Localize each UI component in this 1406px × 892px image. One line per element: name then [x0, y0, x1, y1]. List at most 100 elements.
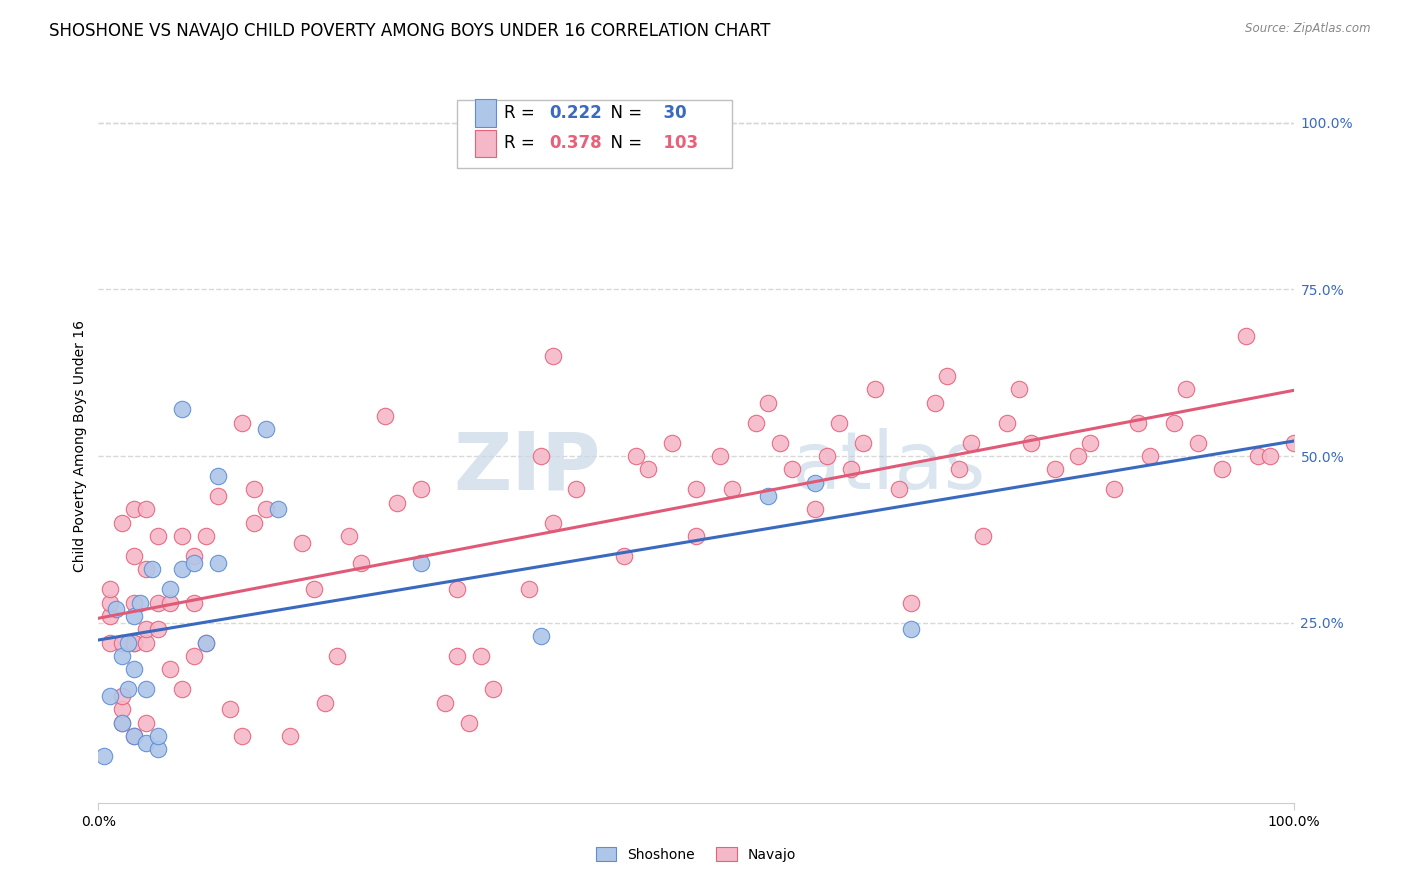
Point — [135, 502, 157, 516]
Point — [207, 556, 229, 570]
Point — [661, 435, 683, 450]
Point — [517, 582, 540, 597]
Point — [111, 649, 134, 664]
Point — [768, 435, 790, 450]
Point — [1234, 329, 1257, 343]
Point — [530, 629, 553, 643]
Text: R =: R = — [503, 135, 540, 153]
Point — [685, 483, 707, 497]
FancyBboxPatch shape — [457, 100, 733, 168]
Point — [815, 449, 838, 463]
Point — [172, 682, 194, 697]
Point — [804, 475, 827, 490]
Point — [148, 596, 170, 610]
Point — [470, 649, 492, 664]
Point — [267, 502, 290, 516]
Point — [828, 416, 851, 430]
Point — [1211, 462, 1233, 476]
Point — [124, 729, 146, 743]
Point — [243, 483, 266, 497]
Point — [207, 489, 229, 503]
Point — [1043, 462, 1066, 476]
Point — [960, 435, 983, 450]
Point — [900, 596, 922, 610]
Point — [98, 636, 122, 650]
Point — [111, 715, 134, 730]
Point — [1163, 416, 1185, 430]
Point — [172, 562, 194, 576]
Point — [995, 416, 1018, 430]
Point — [315, 696, 337, 710]
Point — [195, 636, 218, 650]
Point — [111, 516, 134, 530]
Point — [1080, 435, 1102, 450]
Point — [302, 582, 325, 597]
Point — [148, 729, 170, 743]
Point — [900, 623, 922, 637]
Text: N =: N = — [600, 104, 648, 122]
Point — [231, 729, 253, 743]
Point — [350, 556, 373, 570]
Bar — [475, 129, 496, 157]
Point — [626, 449, 648, 463]
Point — [105, 602, 128, 616]
Point — [111, 715, 134, 730]
Point — [804, 502, 827, 516]
Point — [195, 529, 218, 543]
Text: 30: 30 — [652, 104, 686, 122]
Point — [1128, 416, 1150, 430]
Point — [374, 409, 396, 423]
Point — [124, 502, 146, 516]
Point — [1282, 435, 1305, 450]
Point — [219, 702, 242, 716]
Point — [972, 529, 994, 543]
Point — [98, 582, 122, 597]
Point — [924, 395, 946, 409]
Point — [254, 422, 277, 436]
Point — [411, 556, 433, 570]
Point — [135, 636, 157, 650]
Y-axis label: Child Poverty Among Boys Under 16: Child Poverty Among Boys Under 16 — [73, 320, 87, 572]
Point — [111, 689, 134, 703]
Point — [98, 689, 122, 703]
Point — [172, 529, 194, 543]
Point — [326, 649, 349, 664]
Point — [852, 435, 875, 450]
Point — [841, 462, 863, 476]
Text: 0.378: 0.378 — [548, 135, 602, 153]
Point — [458, 715, 481, 730]
Point — [339, 529, 361, 543]
Legend: Shoshone, Navajo: Shoshone, Navajo — [591, 841, 801, 867]
Point — [291, 535, 314, 549]
Point — [865, 382, 887, 396]
Point — [721, 483, 744, 497]
Point — [637, 462, 659, 476]
Text: SHOSHONE VS NAVAJO CHILD POVERTY AMONG BOYS UNDER 16 CORRELATION CHART: SHOSHONE VS NAVAJO CHILD POVERTY AMONG B… — [49, 22, 770, 40]
Point — [1104, 483, 1126, 497]
Point — [117, 636, 139, 650]
Point — [135, 715, 157, 730]
Point — [446, 582, 468, 597]
Text: ZIP: ZIP — [453, 428, 600, 507]
Point — [231, 416, 253, 430]
Point — [243, 516, 266, 530]
Text: 0.222: 0.222 — [548, 104, 602, 122]
Point — [159, 662, 181, 676]
Point — [1008, 382, 1031, 396]
Point — [195, 636, 218, 650]
Point — [183, 549, 205, 563]
Point — [98, 609, 122, 624]
Point — [135, 682, 157, 697]
Point — [129, 596, 152, 610]
Point — [124, 662, 146, 676]
Point — [148, 623, 170, 637]
Point — [148, 742, 170, 756]
Point — [183, 649, 205, 664]
Point — [936, 368, 959, 383]
Point — [709, 449, 731, 463]
Point — [541, 516, 564, 530]
Point — [93, 749, 115, 764]
Point — [111, 636, 134, 650]
Point — [183, 596, 205, 610]
Point — [385, 496, 409, 510]
